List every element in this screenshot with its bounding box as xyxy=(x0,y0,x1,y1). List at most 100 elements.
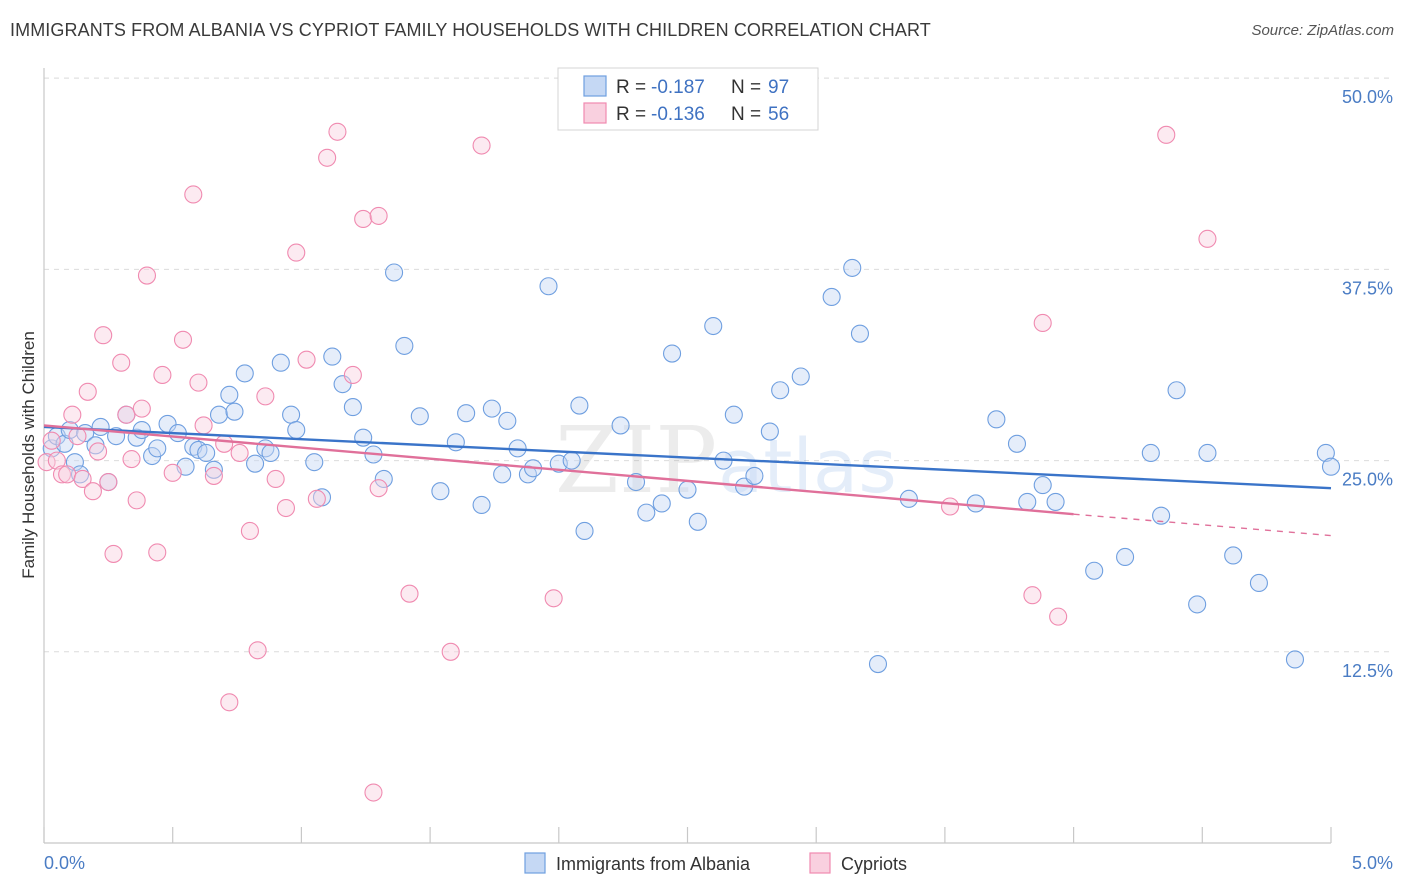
trend-line-albania xyxy=(43,425,1332,490)
watermark: ZIP atlas xyxy=(555,407,897,514)
data-point xyxy=(704,316,723,336)
data-point xyxy=(374,469,393,489)
data-point xyxy=(472,495,491,515)
data-point xyxy=(724,405,743,424)
data-point xyxy=(498,411,517,430)
data-point xyxy=(83,482,102,501)
data-point xyxy=(68,427,87,446)
data-point xyxy=(256,387,275,406)
legend-bottom: Immigrants from Albania Cypriots xyxy=(524,852,907,874)
data-point xyxy=(148,543,167,562)
data-point xyxy=(240,521,259,541)
data-point xyxy=(771,381,790,400)
data-point xyxy=(493,465,512,484)
data-point xyxy=(966,494,985,513)
data-point xyxy=(395,336,414,355)
legend-bottom-label-albania: Immigrants from Albania xyxy=(556,854,751,874)
data-point xyxy=(197,443,216,463)
data-point xyxy=(42,431,61,450)
x-tick-label-min: 0.0% xyxy=(44,853,85,873)
legend-n-value-2: 56 xyxy=(768,104,789,125)
trend-line-cypriots xyxy=(43,424,1074,516)
data-point xyxy=(611,416,630,435)
data-point xyxy=(539,277,558,296)
data-point xyxy=(652,494,671,513)
data-point xyxy=(987,410,1006,429)
data-point xyxy=(745,466,764,485)
legend-n-label-1: N = xyxy=(731,77,766,98)
data-point xyxy=(91,417,110,437)
data-point xyxy=(117,405,136,424)
data-point xyxy=(1188,595,1207,614)
data-point xyxy=(271,353,290,372)
legend-swatch-pink xyxy=(583,102,607,124)
data-point xyxy=(63,405,82,424)
legend-bottom-label-cypriots: Cypriots xyxy=(841,854,907,874)
data-point xyxy=(1033,313,1052,333)
data-point xyxy=(343,398,362,417)
albania-points xyxy=(42,258,1341,674)
data-point xyxy=(52,465,72,484)
data-point xyxy=(333,375,352,394)
data-point xyxy=(385,263,404,282)
data-point xyxy=(822,287,841,307)
data-point xyxy=(318,148,337,167)
data-point xyxy=(235,364,254,383)
cypriot-points xyxy=(37,122,1217,802)
data-point xyxy=(441,642,460,661)
legend-top: R = -0.187 N = 97 R = -0.136 N = 56 xyxy=(557,67,819,131)
legend-bottom-swatch-pink xyxy=(809,852,831,874)
data-point xyxy=(99,472,118,492)
data-point xyxy=(137,266,157,285)
data-point xyxy=(400,584,419,603)
data-point xyxy=(369,206,388,225)
watermark-zip: ZIP xyxy=(555,407,717,514)
data-point xyxy=(47,451,66,470)
data-point xyxy=(266,469,285,489)
data-point xyxy=(663,344,682,363)
data-point xyxy=(850,324,870,343)
data-point xyxy=(261,443,280,463)
data-point xyxy=(343,365,362,385)
data-point xyxy=(1007,434,1027,453)
data-point xyxy=(575,521,594,541)
data-point xyxy=(562,451,581,470)
legend-r-label-1: R = xyxy=(616,77,651,98)
legend-bottom-swatch-blue xyxy=(524,852,546,874)
data-point xyxy=(287,243,306,262)
data-point xyxy=(1198,229,1217,248)
data-point xyxy=(173,330,193,349)
data-point xyxy=(1157,125,1176,144)
data-point xyxy=(328,122,347,141)
data-point xyxy=(189,373,208,392)
data-point xyxy=(1249,573,1268,593)
data-point xyxy=(688,512,707,531)
data-point xyxy=(104,544,123,563)
data-point xyxy=(89,442,108,461)
data-point xyxy=(323,347,342,366)
y-axis-title: Family Households with Children xyxy=(19,331,38,579)
data-point xyxy=(410,407,429,426)
data-point xyxy=(446,433,465,452)
legend-swatch-blue xyxy=(583,75,607,97)
data-point xyxy=(1033,476,1052,495)
data-point xyxy=(163,463,182,482)
data-point xyxy=(276,498,296,518)
data-point xyxy=(544,589,563,608)
data-point xyxy=(1046,492,1065,511)
data-point xyxy=(1116,547,1135,567)
data-point xyxy=(78,382,97,401)
trend-lines xyxy=(43,424,1332,537)
data-point xyxy=(843,258,862,277)
trend-line-cypriots-extension xyxy=(1073,513,1332,537)
chart-title: IMMIGRANTS FROM ALBANIA VS CYPRIOT FAMIL… xyxy=(10,20,931,40)
data-point xyxy=(1152,506,1171,525)
data-point xyxy=(1018,492,1037,511)
data-point xyxy=(482,399,501,418)
data-point xyxy=(246,454,265,473)
data-point xyxy=(248,641,267,660)
data-point xyxy=(570,396,589,415)
legend-r-value-2: -0.136 xyxy=(651,104,705,125)
x-ticks xyxy=(43,827,1332,843)
